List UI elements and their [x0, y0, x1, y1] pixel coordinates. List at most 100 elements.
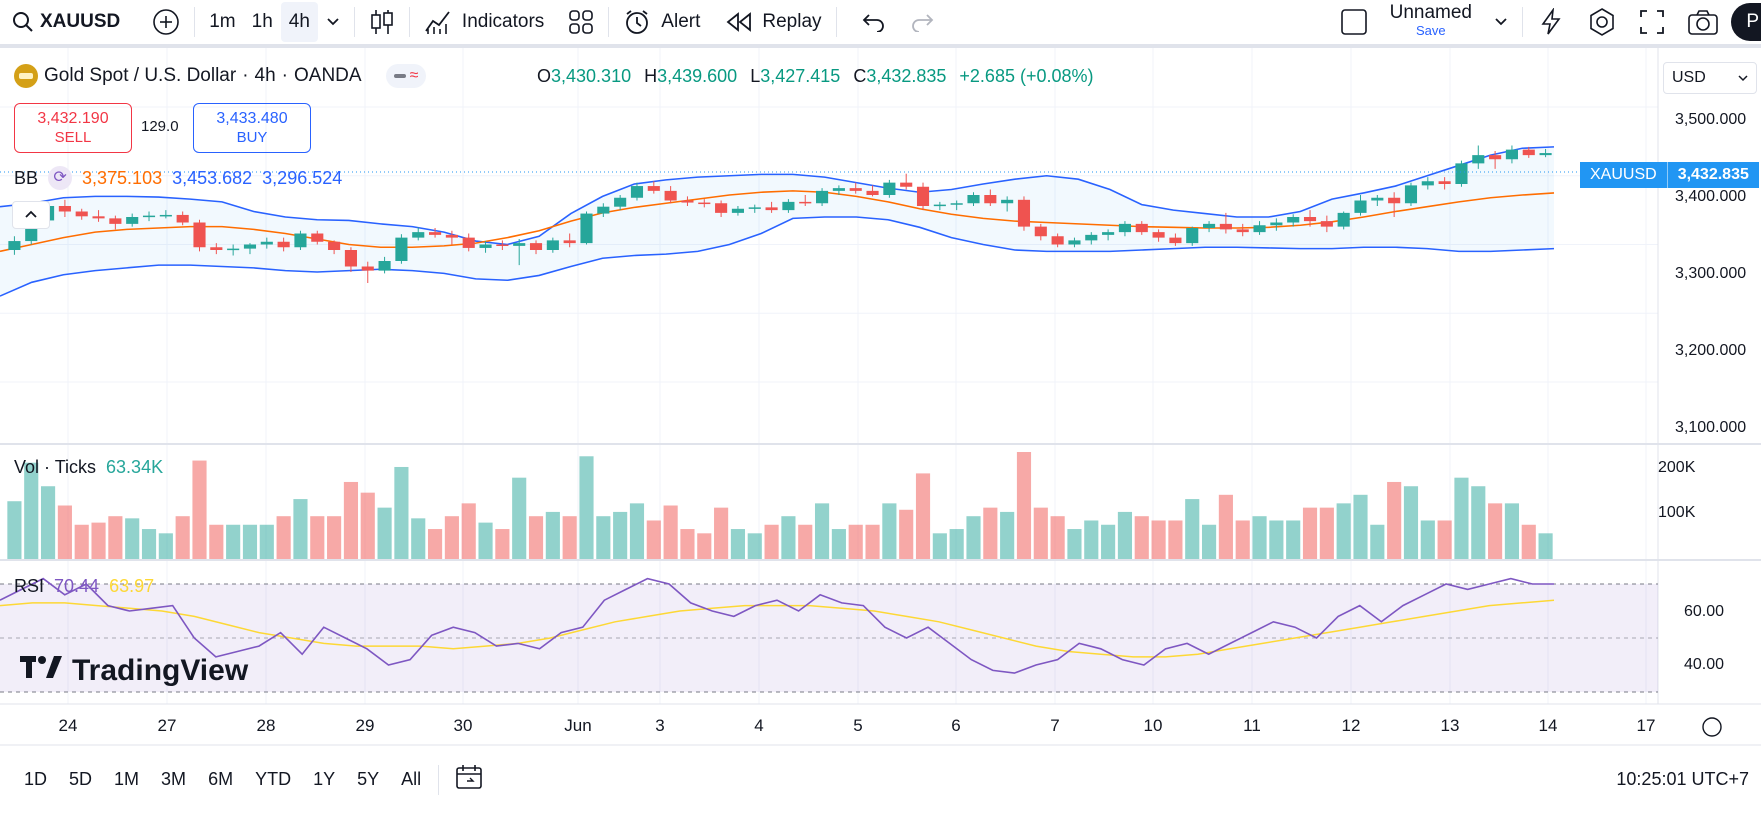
volume-bar-up[interactable] [1336, 503, 1351, 559]
publish-button[interactable]: P [1731, 2, 1761, 42]
candle-down[interactable] [681, 196, 694, 206]
candle-down[interactable] [1236, 223, 1249, 237]
volume-bar-down[interactable] [1488, 503, 1503, 559]
candle-down[interactable] [92, 210, 105, 222]
candle-up[interactable] [1085, 232, 1098, 245]
volume-series[interactable] [7, 452, 1553, 560]
volume-bar-up[interactable] [1101, 524, 1116, 559]
volume-bar-down[interactable] [360, 492, 375, 559]
volume-bar-up[interactable] [478, 522, 493, 559]
volume-bar-down[interactable] [697, 533, 712, 559]
candle-down[interactable] [765, 201, 778, 213]
candle-up[interactable] [1354, 195, 1367, 216]
candle-down[interactable] [1320, 215, 1333, 233]
volume-bar-down[interactable] [764, 524, 779, 559]
candle-down[interactable] [1303, 210, 1317, 227]
screenshot-button[interactable] [1679, 2, 1727, 42]
candle-up[interactable] [967, 192, 980, 206]
volume-bar-up[interactable] [1067, 529, 1082, 559]
volume-bar-up[interactable] [629, 503, 645, 559]
volume-bar-up[interactable] [377, 507, 392, 559]
candle-down[interactable] [1169, 233, 1182, 246]
candle-up[interactable] [1253, 221, 1266, 235]
collapse-legend-button[interactable] [12, 201, 50, 229]
compare-symbol-button[interactable] [144, 2, 188, 42]
volume-bar-up[interactable] [814, 503, 830, 559]
volume-bar-up[interactable] [781, 516, 796, 559]
volume-bar-up[interactable] [1252, 516, 1267, 559]
volume-bar-up[interactable] [613, 511, 628, 559]
candle-up[interactable] [126, 213, 139, 227]
candle-down[interactable] [210, 243, 223, 255]
candle-down[interactable] [563, 233, 576, 248]
candle-down[interactable] [1152, 229, 1165, 242]
candle-up[interactable] [933, 201, 946, 211]
candle-down[interactable] [664, 186, 677, 204]
timeframe-dropdown[interactable] [318, 2, 348, 42]
volume-bar-down[interactable] [1151, 520, 1166, 559]
volume-bar-down[interactable] [1050, 516, 1065, 559]
range-1m[interactable]: 1M [114, 769, 140, 789]
volume-bar-down[interactable] [1033, 507, 1048, 559]
volume-bar-up[interactable] [1538, 533, 1553, 559]
candle-down[interactable] [75, 208, 88, 220]
range-all[interactable]: All [401, 769, 422, 789]
volume-bar-down[interactable] [1134, 516, 1149, 559]
candle-down[interactable] [849, 182, 862, 194]
candle-up[interactable] [816, 188, 829, 206]
candle-down[interactable] [462, 233, 475, 252]
volume-bar-down[interactable] [495, 529, 510, 559]
candle-up[interactable] [1421, 177, 1434, 190]
volume-bar-down[interactable] [427, 529, 443, 559]
candle-up[interactable] [227, 244, 240, 256]
candle-up[interactable] [731, 206, 744, 216]
candle-up[interactable] [159, 210, 172, 219]
volume-bar-up[interactable] [1084, 520, 1099, 559]
alert-button[interactable]: Alert [615, 2, 708, 42]
series-legend[interactable]: Gold Spot / U.S. Dollar · 4h · OANDA ≈ [14, 64, 427, 88]
candle-down[interactable] [916, 182, 930, 211]
candle-up[interactable] [1371, 195, 1384, 206]
volume-bar-down[interactable] [192, 460, 207, 559]
volume-bar-down[interactable] [865, 524, 880, 559]
candle-up[interactable] [630, 182, 644, 201]
volume-bar-up[interactable] [579, 456, 594, 559]
volume-bar-down[interactable] [528, 516, 544, 559]
volume-bar-up[interactable] [259, 524, 274, 559]
candle-up[interactable] [1404, 182, 1418, 206]
candle-up[interactable] [1270, 218, 1283, 231]
candlestick-series[interactable] [8, 145, 1552, 284]
volume-bar-down[interactable] [444, 516, 459, 559]
volume-bar-up[interactable] [1420, 520, 1435, 559]
replay-button[interactable]: Replay [718, 2, 829, 42]
volume-bar-down[interactable] [915, 473, 931, 559]
volume-bar-down[interactable] [1521, 524, 1536, 559]
volume-bar-up[interactable] [141, 529, 157, 559]
candle-down[interactable] [984, 189, 997, 207]
volume-bar-down[interactable] [1218, 494, 1233, 559]
volume-bar-down[interactable] [461, 503, 476, 559]
candle-down[interactable] [799, 195, 812, 206]
chart-type-button[interactable] [361, 2, 403, 42]
volume-bar-down[interactable] [1016, 452, 1032, 559]
volume-bar-up[interactable] [831, 529, 846, 559]
range-5y[interactable]: 5Y [357, 769, 380, 789]
volume-legend[interactable]: Vol · Ticks 63.34K [14, 457, 163, 478]
candle-down[interactable] [866, 185, 879, 197]
volume-bar-down[interactable] [680, 529, 695, 559]
volume-bar-down[interactable] [327, 516, 342, 559]
volume-bar-up[interactable] [1370, 524, 1385, 559]
candle-up[interactable] [1102, 229, 1115, 241]
volume-bar-up[interactable] [1454, 477, 1469, 559]
volume-bar-up[interactable] [1471, 486, 1486, 559]
volume-bar-down[interactable] [663, 505, 678, 560]
volume-bar-up[interactable] [512, 477, 527, 559]
candle-down[interactable] [1051, 233, 1064, 248]
volume-bar-up[interactable] [293, 499, 308, 559]
range-6m[interactable]: 6M [208, 769, 234, 789]
candle-down[interactable] [1522, 146, 1535, 158]
volume-bar-down[interactable] [1168, 520, 1183, 559]
candle-down[interactable] [445, 230, 458, 245]
volume-bar-down[interactable] [646, 520, 661, 559]
undo-button[interactable] [851, 2, 893, 42]
